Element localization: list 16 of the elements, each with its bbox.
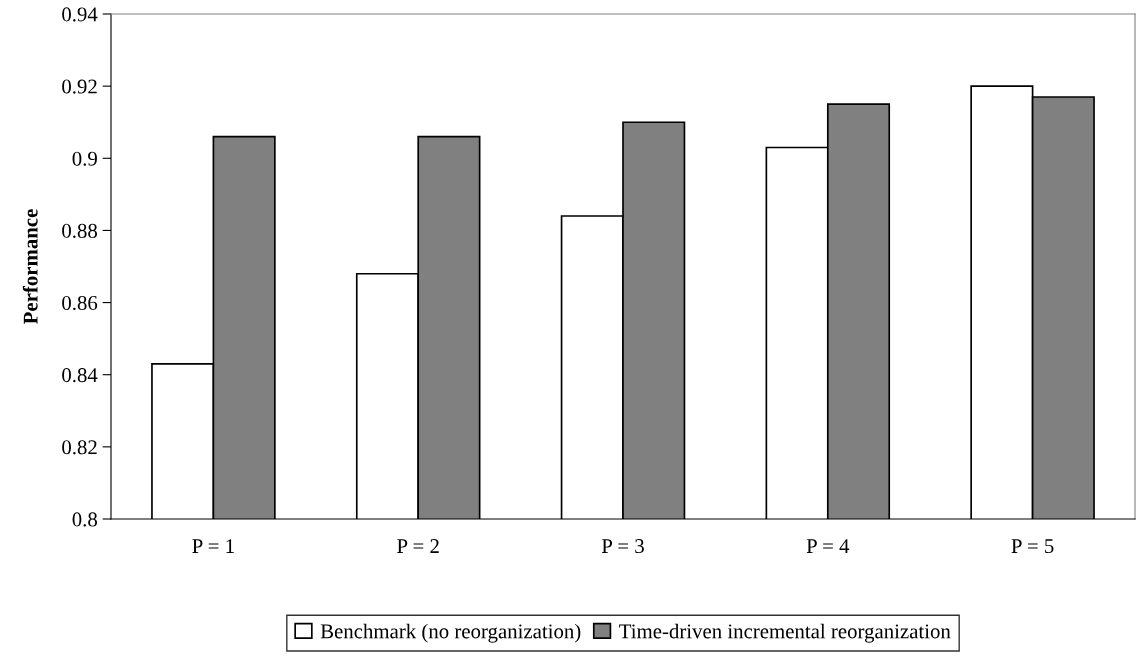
y-tick-label: 0.9 <box>72 151 97 166</box>
x-tick-label: P = 4 <box>806 539 850 553</box>
x-tick-label: P = 1 <box>192 539 234 553</box>
y-tick-label: 0.82 <box>62 440 97 455</box>
legend-label: Time-driven incremental reorganization <box>619 623 951 643</box>
y-tick-label: 0.88 <box>62 223 98 238</box>
x-tick-label: P = 5 <box>1011 539 1054 554</box>
y-tick-label: 0.86 <box>62 295 98 311</box>
y-tick-label: 0.84 <box>62 368 98 383</box>
y-tick-label: 0.94 <box>62 7 98 22</box>
legend-label: Benchmark (no reorganization) <box>320 623 581 643</box>
y-tick-label: 0.8 <box>72 512 98 527</box>
x-tick-label: P = 2 <box>397 539 439 553</box>
x-tick-label: P = 3 <box>601 539 644 554</box>
y-tick-label: 0.92 <box>62 79 97 94</box>
y-axis-title: Performance <box>22 209 38 324</box>
